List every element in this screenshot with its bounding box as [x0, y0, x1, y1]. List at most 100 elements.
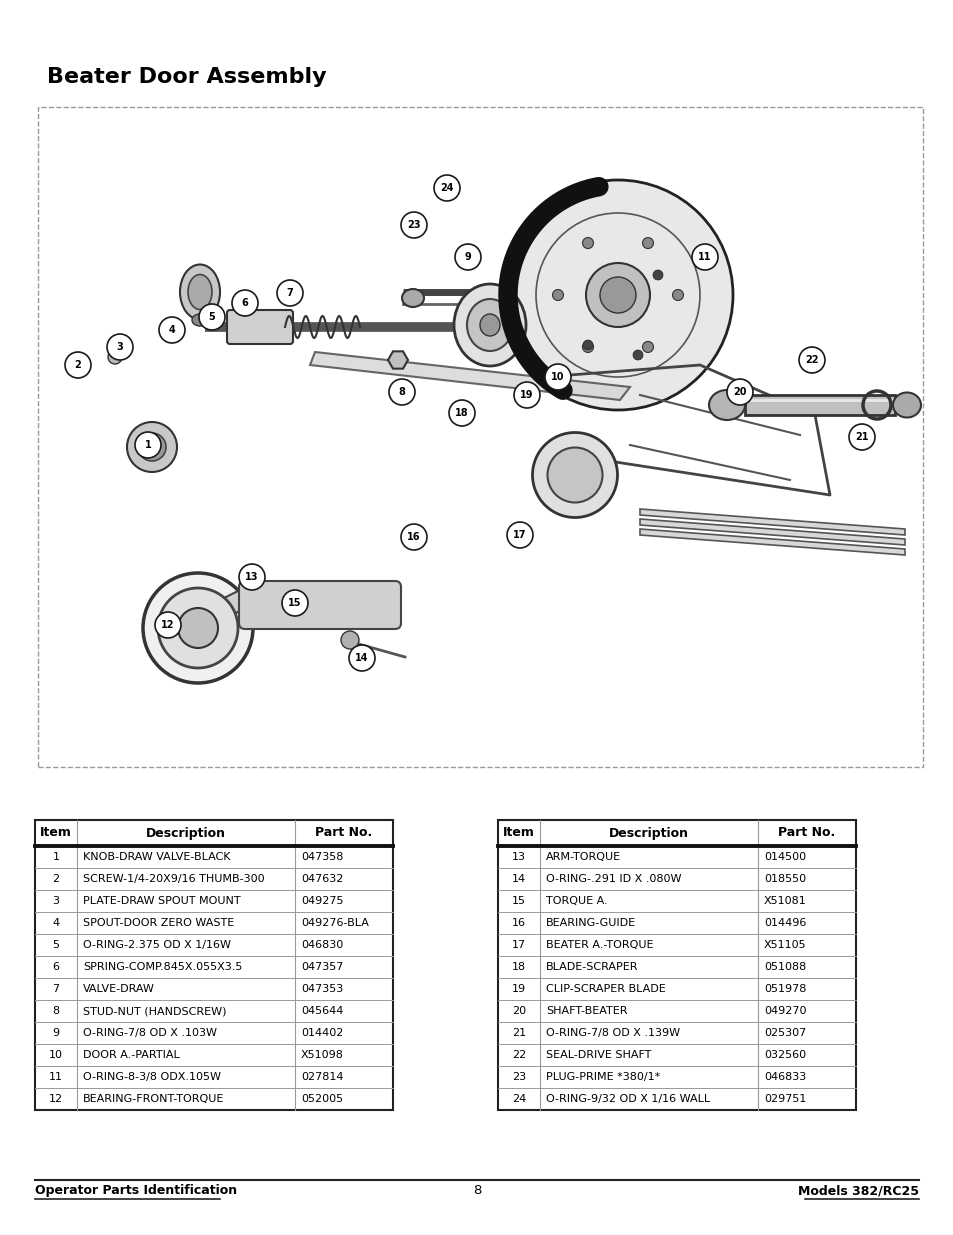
Text: O-RING-7/8 OD X .103W: O-RING-7/8 OD X .103W — [83, 1028, 216, 1037]
Circle shape — [143, 573, 253, 683]
Text: 6: 6 — [52, 962, 59, 972]
FancyBboxPatch shape — [35, 820, 393, 1110]
Circle shape — [138, 433, 166, 461]
Text: X51098: X51098 — [301, 1050, 343, 1060]
Circle shape — [455, 245, 480, 270]
Text: 18: 18 — [512, 962, 525, 972]
Circle shape — [199, 304, 225, 330]
Circle shape — [449, 400, 475, 426]
Text: X51081: X51081 — [763, 897, 806, 906]
Text: BLADE-SCRAPER: BLADE-SCRAPER — [545, 962, 638, 972]
Text: Operator Parts Identification: Operator Parts Identification — [35, 1184, 237, 1197]
Text: 049270: 049270 — [763, 1007, 805, 1016]
Text: O-RING-7/8 OD X .139W: O-RING-7/8 OD X .139W — [545, 1028, 679, 1037]
Text: 9: 9 — [52, 1028, 59, 1037]
Text: VALVE-DRAW: VALVE-DRAW — [83, 984, 154, 994]
Text: 4: 4 — [169, 325, 175, 335]
Text: 9: 9 — [464, 252, 471, 262]
FancyBboxPatch shape — [239, 580, 400, 629]
Text: BEARING-FRONT-TORQUE: BEARING-FRONT-TORQUE — [83, 1094, 224, 1104]
Ellipse shape — [708, 390, 744, 420]
Circle shape — [400, 212, 427, 238]
Circle shape — [400, 524, 427, 550]
Circle shape — [599, 277, 636, 312]
Circle shape — [158, 588, 237, 668]
Ellipse shape — [454, 284, 525, 366]
Text: ARM-TORQUE: ARM-TORQUE — [545, 852, 620, 862]
Text: 014402: 014402 — [301, 1028, 343, 1037]
Text: Description: Description — [146, 826, 226, 840]
Text: Description: Description — [608, 826, 688, 840]
Text: 6: 6 — [241, 298, 248, 308]
Text: 5: 5 — [209, 312, 215, 322]
Circle shape — [239, 564, 265, 590]
Ellipse shape — [401, 289, 423, 308]
Circle shape — [502, 180, 732, 410]
Text: 051978: 051978 — [763, 984, 805, 994]
Text: 3: 3 — [116, 342, 123, 352]
Circle shape — [544, 364, 571, 390]
Text: 15: 15 — [512, 897, 525, 906]
Text: 1: 1 — [145, 440, 152, 450]
Circle shape — [641, 341, 653, 352]
Ellipse shape — [192, 314, 208, 326]
Polygon shape — [639, 509, 904, 535]
Text: 13: 13 — [245, 572, 258, 582]
Text: 23: 23 — [512, 1072, 525, 1082]
Circle shape — [389, 379, 415, 405]
Circle shape — [65, 352, 91, 378]
Ellipse shape — [188, 274, 212, 310]
Text: STUD-NUT (HANDSCREW): STUD-NUT (HANDSCREW) — [83, 1007, 226, 1016]
Text: SHAFT-BEATER: SHAFT-BEATER — [545, 1007, 627, 1016]
Circle shape — [178, 608, 218, 648]
Ellipse shape — [532, 432, 617, 517]
Text: DOOR A.-PARTIAL: DOOR A.-PARTIAL — [83, 1050, 179, 1060]
Text: 027814: 027814 — [301, 1072, 343, 1082]
Text: 14: 14 — [512, 874, 525, 884]
Text: 20: 20 — [512, 1007, 525, 1016]
Text: O-RING-.291 ID X .080W: O-RING-.291 ID X .080W — [545, 874, 680, 884]
Text: 11: 11 — [698, 252, 711, 262]
Circle shape — [127, 422, 177, 472]
Text: 029751: 029751 — [763, 1094, 805, 1104]
Text: 18: 18 — [455, 408, 468, 417]
Circle shape — [582, 341, 593, 352]
Circle shape — [434, 175, 459, 201]
Text: 13: 13 — [512, 852, 525, 862]
Text: 22: 22 — [512, 1050, 525, 1060]
Text: PLUG-PRIME *380/1*: PLUG-PRIME *380/1* — [545, 1072, 659, 1082]
Text: 4: 4 — [52, 918, 59, 927]
FancyBboxPatch shape — [227, 310, 293, 345]
Text: X51105: X51105 — [763, 940, 806, 950]
Text: 19: 19 — [519, 390, 533, 400]
Text: 7: 7 — [52, 984, 59, 994]
Circle shape — [154, 613, 181, 638]
Polygon shape — [310, 352, 629, 400]
Circle shape — [108, 350, 122, 364]
Text: 047358: 047358 — [301, 852, 343, 862]
Text: 025307: 025307 — [763, 1028, 805, 1037]
Ellipse shape — [892, 393, 920, 417]
Text: SEAL-DRIVE SHAFT: SEAL-DRIVE SHAFT — [545, 1050, 651, 1060]
Circle shape — [633, 350, 642, 359]
Text: 19: 19 — [512, 984, 525, 994]
Text: KNOB-DRAW VALVE-BLACK: KNOB-DRAW VALVE-BLACK — [83, 852, 231, 862]
Text: SPRING-COMP.845X.055X3.5: SPRING-COMP.845X.055X3.5 — [83, 962, 242, 972]
Ellipse shape — [479, 314, 499, 336]
Text: 15: 15 — [288, 598, 301, 608]
Text: 2: 2 — [52, 874, 59, 884]
Text: Models 382/RC25: Models 382/RC25 — [797, 1184, 918, 1197]
Text: 052005: 052005 — [301, 1094, 343, 1104]
Circle shape — [282, 590, 308, 616]
FancyBboxPatch shape — [744, 395, 894, 415]
Text: 032560: 032560 — [763, 1050, 805, 1060]
Circle shape — [232, 290, 257, 316]
Circle shape — [691, 245, 718, 270]
Circle shape — [340, 631, 358, 650]
Text: 045644: 045644 — [301, 1007, 343, 1016]
Circle shape — [349, 645, 375, 671]
Text: BEATER A.-TORQUE: BEATER A.-TORQUE — [545, 940, 653, 950]
Text: O-RING-9/32 OD X 1/16 WALL: O-RING-9/32 OD X 1/16 WALL — [545, 1094, 709, 1104]
Text: 014496: 014496 — [763, 918, 805, 927]
Text: 11: 11 — [49, 1072, 63, 1082]
